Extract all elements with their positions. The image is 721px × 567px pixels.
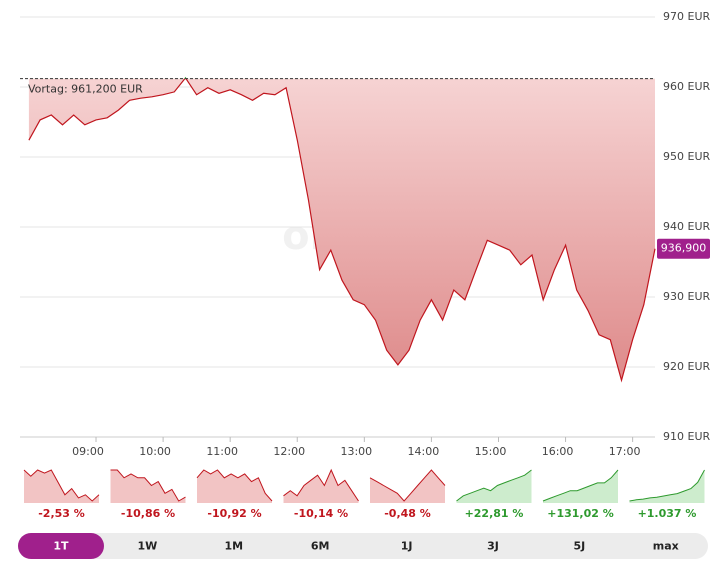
- change-label: +22,81 %: [465, 507, 524, 520]
- period-tab[interactable]: 1M: [224, 540, 243, 553]
- y-tick-label: 960 EUR: [663, 80, 710, 93]
- x-tick-label: 16:00: [542, 445, 574, 458]
- mini-area: [629, 470, 705, 503]
- mini-area: [24, 470, 99, 503]
- mini-line: [110, 469, 186, 502]
- change-label: -0,48 %: [384, 507, 431, 520]
- change-label: -10,14 %: [294, 507, 348, 520]
- x-tick-label: 10:00: [139, 445, 171, 458]
- x-tick-label: 15:00: [475, 445, 507, 458]
- change-label: +131,02 %: [547, 507, 614, 520]
- x-tick-label: 11:00: [206, 445, 238, 458]
- mini-line: [196, 469, 273, 502]
- y-tick-label: 930 EUR: [663, 290, 710, 303]
- mini-area: [197, 470, 272, 503]
- x-tick-label: 09:00: [72, 445, 104, 458]
- period-tab[interactable]: 5J: [574, 540, 586, 553]
- area-down: [28, 78, 655, 381]
- change-label: -10,86 %: [121, 507, 175, 520]
- y-tick-label: 970 EUR: [663, 10, 710, 23]
- mini-line: [23, 469, 100, 502]
- change-label: -10,92 %: [207, 507, 261, 520]
- mini-area: [543, 470, 618, 503]
- x-tick-label: 12:00: [273, 445, 305, 458]
- period-tab[interactable]: 1T: [53, 540, 69, 553]
- mini-line: [542, 469, 619, 502]
- previous-close-label: Vortag: 961,200 EUR: [28, 83, 143, 96]
- tab-bar: [18, 533, 708, 559]
- price-line: [28, 78, 656, 383]
- tab-active: [18, 533, 104, 559]
- mini-line: [629, 469, 705, 502]
- last-price-label: 936,900: [661, 242, 707, 255]
- period-tab[interactable]: 6M: [311, 540, 330, 553]
- mini-area: [283, 470, 359, 503]
- x-tick-label: 14:00: [408, 445, 440, 458]
- mini-line: [456, 469, 532, 502]
- mini-line: [283, 468, 359, 502]
- mini-area: [370, 470, 445, 503]
- period-tab[interactable]: 1J: [401, 540, 413, 553]
- mini-area: [456, 470, 532, 503]
- change-label: +1.037 %: [638, 507, 697, 520]
- y-tick-label: 910 EUR: [663, 430, 710, 443]
- y-tick-label: 940 EUR: [663, 220, 710, 233]
- change-label: -2,53 %: [38, 507, 85, 520]
- x-tick-label: 17:00: [609, 445, 641, 458]
- period-tab[interactable]: max: [653, 540, 679, 553]
- y-tick-label: 950 EUR: [663, 150, 710, 163]
- mini-line: [369, 469, 446, 502]
- period-tab[interactable]: 3J: [487, 540, 499, 553]
- y-tick-label: 920 EUR: [663, 360, 710, 373]
- mini-area: [110, 470, 186, 503]
- x-tick-label: 13:00: [340, 445, 372, 458]
- period-tab[interactable]: 1W: [138, 540, 158, 553]
- last-price-badge: [657, 238, 710, 259]
